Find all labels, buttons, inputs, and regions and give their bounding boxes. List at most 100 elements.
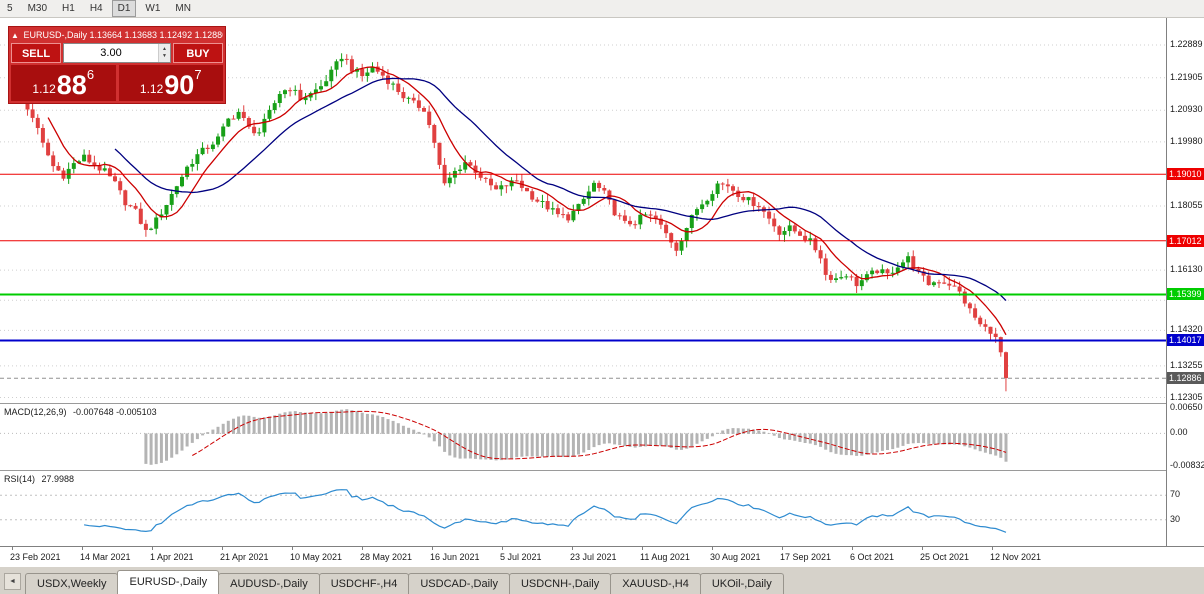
date-tick	[362, 547, 363, 550]
date-label: 25 Oct 2021	[920, 552, 970, 562]
bid-price-big: 88	[56, 70, 87, 100]
date-tick	[852, 547, 853, 550]
ask-price-big: 90	[164, 70, 195, 100]
one-click-trading-panel: ▲ EURUSD-,Daily 1.13664 1.13683 1.12492 …	[8, 26, 226, 104]
date-tick	[12, 547, 13, 550]
pane-separator[interactable]	[0, 470, 1204, 471]
date-axis[interactable]: 23 Feb 2021 14 Mar 2021 1 Apr 2021 21 Apr 2…	[0, 546, 1204, 566]
timeframe-button-h4[interactable]: H4	[89, 3, 103, 14]
price-axis-label: 1.16130	[1170, 264, 1203, 274]
date-label: 6 Oct 2021	[850, 552, 895, 562]
price-line-badge: 1.19010	[1167, 168, 1204, 180]
pane-separator[interactable]	[0, 403, 1204, 404]
price-axis[interactable]: 1.22889 1.21905 1.20930 1.19980 1.18055 1.161…	[1166, 18, 1204, 546]
buy-button[interactable]: BUY	[173, 43, 223, 63]
rsi-indicator-caption: RSI(14) 27.9988	[4, 474, 78, 484]
macd-indicator-label: MACD(12,26,9)	[4, 407, 67, 417]
date-tick	[82, 547, 83, 550]
price-line-badge: 1.15399	[1167, 288, 1204, 300]
date-label: 30 Aug 2021	[710, 552, 761, 562]
ask-price-sup: 7	[194, 67, 202, 82]
collapse-arrow-icon[interactable]: ▲	[11, 31, 19, 40]
sell-button[interactable]: SELL	[11, 43, 61, 63]
date-tick	[432, 547, 433, 550]
chart-tabs: USDX,Weekly EURUSD-,Daily AUDUSD-,Daily USD…	[25, 570, 784, 594]
date-tick	[222, 547, 223, 550]
date-label: 1 Apr 2021	[150, 552, 194, 562]
price-axis-label: 30	[1170, 514, 1181, 524]
date-label: 23 Jul 2021	[570, 552, 617, 562]
volume-input[interactable]: 3.00 ▲ ▼	[63, 43, 171, 63]
date-label: 16 Jun 2021	[430, 552, 480, 562]
bid-price-sup: 6	[86, 67, 95, 82]
price-line-badge: 1.14017	[1167, 334, 1204, 346]
date-label: 21 Apr 2021	[220, 552, 269, 562]
price-axis-label: 0.00650	[1170, 402, 1203, 412]
chart-tab-usdx-weekly[interactable]: USDX,Weekly	[25, 573, 119, 594]
macd-indicator-pane[interactable]	[0, 404, 1166, 470]
date-label: 14 Mar 2021	[80, 552, 131, 562]
main-chart-pane[interactable]	[0, 18, 1166, 403]
date-label: 28 May 2021	[360, 552, 413, 562]
timeframe-button-group: 5 M30 H1 H4 D1 W1 MN	[1, 0, 197, 17]
date-label: 5 Jul 2021	[500, 552, 542, 562]
price-line-badge: 1.12886	[1167, 372, 1204, 384]
chart-tab-usdcad-daily[interactable]: USDCAD-,Daily	[408, 573, 510, 594]
timeframe-button-w1[interactable]: W1	[145, 3, 161, 14]
chart-tab-xauusd-h4[interactable]: XAUUSD-,H4	[610, 573, 701, 594]
sell-price-display[interactable]: 1.12 88 6	[11, 65, 116, 101]
date-label: 10 May 2021	[290, 552, 343, 562]
chart-tab-eurusd-daily[interactable]: EURUSD-,Daily	[117, 570, 220, 594]
date-label: 23 Feb 2021	[10, 552, 61, 562]
timeframe-button-mn[interactable]: MN	[175, 3, 191, 14]
price-axis-label: 1.19980	[1170, 136, 1203, 146]
price-axis-label: 1.13255	[1170, 360, 1203, 370]
ohlc-values: 1.13664 1.13683 1.12492 1.12886	[89, 30, 223, 40]
chart-symbol-title: ▲ EURUSD-,Daily 1.13664 1.13683 1.12492 …	[11, 29, 223, 41]
symbol-name: EURUSD-,Daily	[23, 30, 87, 40]
date-tick	[992, 547, 993, 550]
timeframe-button-m30[interactable]: M30	[27, 3, 48, 14]
buy-price-display[interactable]: 1.12 90 7	[118, 65, 223, 101]
ask-price-prefix: 1.12	[139, 82, 164, 96]
price-axis-label: 1.20930	[1170, 104, 1203, 114]
chart-tab-audusd-daily[interactable]: AUDUSD-,Daily	[218, 573, 320, 594]
chart-tab-usdcnh-daily[interactable]: USDCNH-,Daily	[508, 573, 612, 594]
price-axis-label: 1.14320	[1170, 324, 1203, 334]
volume-up-button[interactable]: ▲	[162, 46, 167, 52]
rsi-indicator-value: 27.9988	[41, 474, 75, 484]
volume-down-button[interactable]: ▼	[162, 53, 167, 59]
price-axis-label: 70	[1170, 489, 1181, 499]
bid-price-prefix: 1.12	[32, 82, 56, 96]
volume-spinner: ▲ ▼	[158, 44, 170, 62]
date-label: 17 Sep 2021	[780, 552, 832, 562]
date-tick	[922, 547, 923, 550]
date-tick	[572, 547, 573, 550]
timeframe-button-5[interactable]: 5	[7, 3, 13, 14]
date-tick	[292, 547, 293, 550]
date-tick	[642, 547, 643, 550]
timeframe-toolbar: 5 M30 H1 H4 D1 W1 MN	[0, 0, 1204, 18]
date-label: 11 Aug 2021	[640, 552, 690, 562]
price-axis-label: 1.21905	[1170, 72, 1203, 82]
volume-value: 3.00	[100, 47, 122, 59]
timeframe-button-h1[interactable]: H1	[62, 3, 75, 14]
date-tick	[152, 547, 153, 550]
macd-indicator-values: -0.007648 -0.005103	[73, 407, 157, 417]
rsi-indicator-label: RSI(14)	[4, 474, 36, 484]
macd-indicator-caption: MACD(12,26,9) -0.007648 -0.005103	[4, 407, 161, 417]
date-label: 12 Nov 2021	[990, 552, 1042, 562]
price-line-badge: 1.17012	[1167, 235, 1204, 247]
timeframe-button-d1[interactable]: D1	[111, 0, 137, 17]
date-tick	[782, 547, 783, 550]
date-tick	[502, 547, 503, 550]
chart-tab-bar: ◄ USDX,Weekly EURUSD-,Daily AUDUSD-,Daily U…	[0, 566, 1204, 594]
price-axis-label: -0.00832	[1170, 460, 1204, 470]
rsi-indicator-pane[interactable]	[0, 471, 1166, 546]
price-axis-label: 0.00	[1170, 427, 1188, 437]
chart-tab-usdchf-h4[interactable]: USDCHF-,H4	[318, 573, 410, 594]
price-axis-label: 1.12305	[1170, 392, 1203, 402]
tab-scroll-left-button[interactable]: ◄	[4, 573, 21, 590]
chart-tab-ukoil-daily[interactable]: UKOil-,Daily	[699, 573, 784, 594]
